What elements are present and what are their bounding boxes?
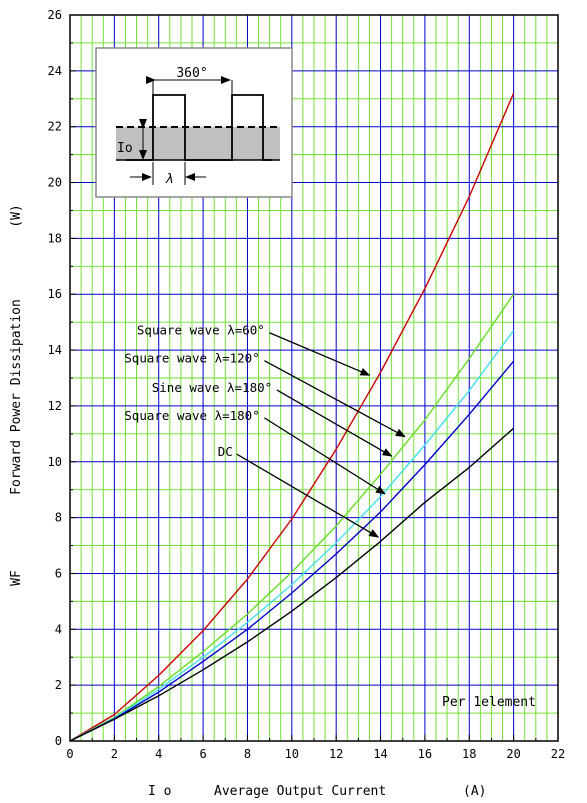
annotation-arrow (236, 453, 380, 538)
series-annotation-label: Sine wave λ=180° (152, 380, 272, 395)
x-axis-label: Average Output Current (214, 784, 386, 799)
series-annotation-label: Square wave λ=60° (137, 323, 265, 338)
axis-ticks: 0 2 4 6 8 10 12 14 16 18 20 22024681012141618202224… (48, 8, 566, 761)
y-tick-label: 20 (48, 176, 62, 190)
inset-box (95, 47, 293, 198)
series-line-2 (69, 293, 515, 742)
x-tick-label: 16 (418, 747, 432, 761)
y-tick-label: 24 (48, 64, 62, 78)
y-axis-label: Forward Power Dissipation (9, 299, 24, 495)
y-axis-unit: (W) (9, 204, 24, 227)
y-tick-label: 6 (55, 566, 62, 580)
x-tick-label: 14 (373, 747, 387, 761)
x-tick-label: 0 (66, 747, 73, 761)
x-axis-symbol: I o (148, 784, 171, 799)
y-tick-label: 2 (55, 678, 62, 692)
annotation-arrow (276, 389, 393, 457)
data-series (69, 92, 515, 742)
x-tick-label: 10 (285, 747, 299, 761)
series-line-1 (69, 92, 515, 742)
waveform-inset: 360° Io λ (95, 47, 293, 198)
series-line-4 (69, 360, 515, 742)
series-annotation-label: Square wave λ=180° (124, 408, 259, 423)
series-annotation-label: Square wave λ=120° (124, 351, 259, 366)
y-tick-label: 8 (55, 511, 62, 525)
annotation-arrow (264, 360, 406, 438)
io-label: Io (117, 141, 133, 156)
series-line-5 (69, 427, 515, 742)
y-tick-label: 0 (55, 734, 62, 748)
per-element-note: Per 1element (442, 695, 536, 710)
x-tick-label: 18 (462, 747, 476, 761)
x-tick-label: 2 (111, 747, 118, 761)
annotation-arrow (264, 417, 386, 495)
y-tick-label: 14 (48, 343, 62, 357)
series-annotation-label: DC (218, 444, 233, 459)
y-tick-label: 10 (48, 455, 62, 469)
average-level-fill (116, 127, 280, 160)
series-line-3 (69, 330, 515, 742)
y-tick-label: 18 (48, 231, 62, 245)
x-axis-unit: (A) (463, 784, 486, 799)
y-tick-label: 26 (48, 8, 62, 22)
x-tick-label: 4 (155, 747, 162, 761)
y-tick-label: 22 (48, 120, 62, 134)
x-tick-label: 8 (244, 747, 251, 761)
x-tick-label: 22 (551, 747, 565, 761)
x-tick-label: 12 (329, 747, 343, 761)
lambda-label: λ (165, 172, 173, 187)
series-annotations: Square wave λ=60° Square wave λ=120° Sine … (124, 323, 406, 538)
annotation-arrow (269, 332, 371, 376)
y-axis-symbol: WF (9, 570, 24, 586)
x-tick-label: 6 (199, 747, 206, 761)
square-wave-trace (126, 94, 272, 161)
y-tick-label: 12 (48, 399, 62, 413)
y-tick-label: 16 (48, 287, 62, 301)
y-tick-label: 4 (55, 622, 62, 636)
period-angle-label: 360° (176, 66, 207, 81)
x-tick-label: 20 (506, 747, 520, 761)
